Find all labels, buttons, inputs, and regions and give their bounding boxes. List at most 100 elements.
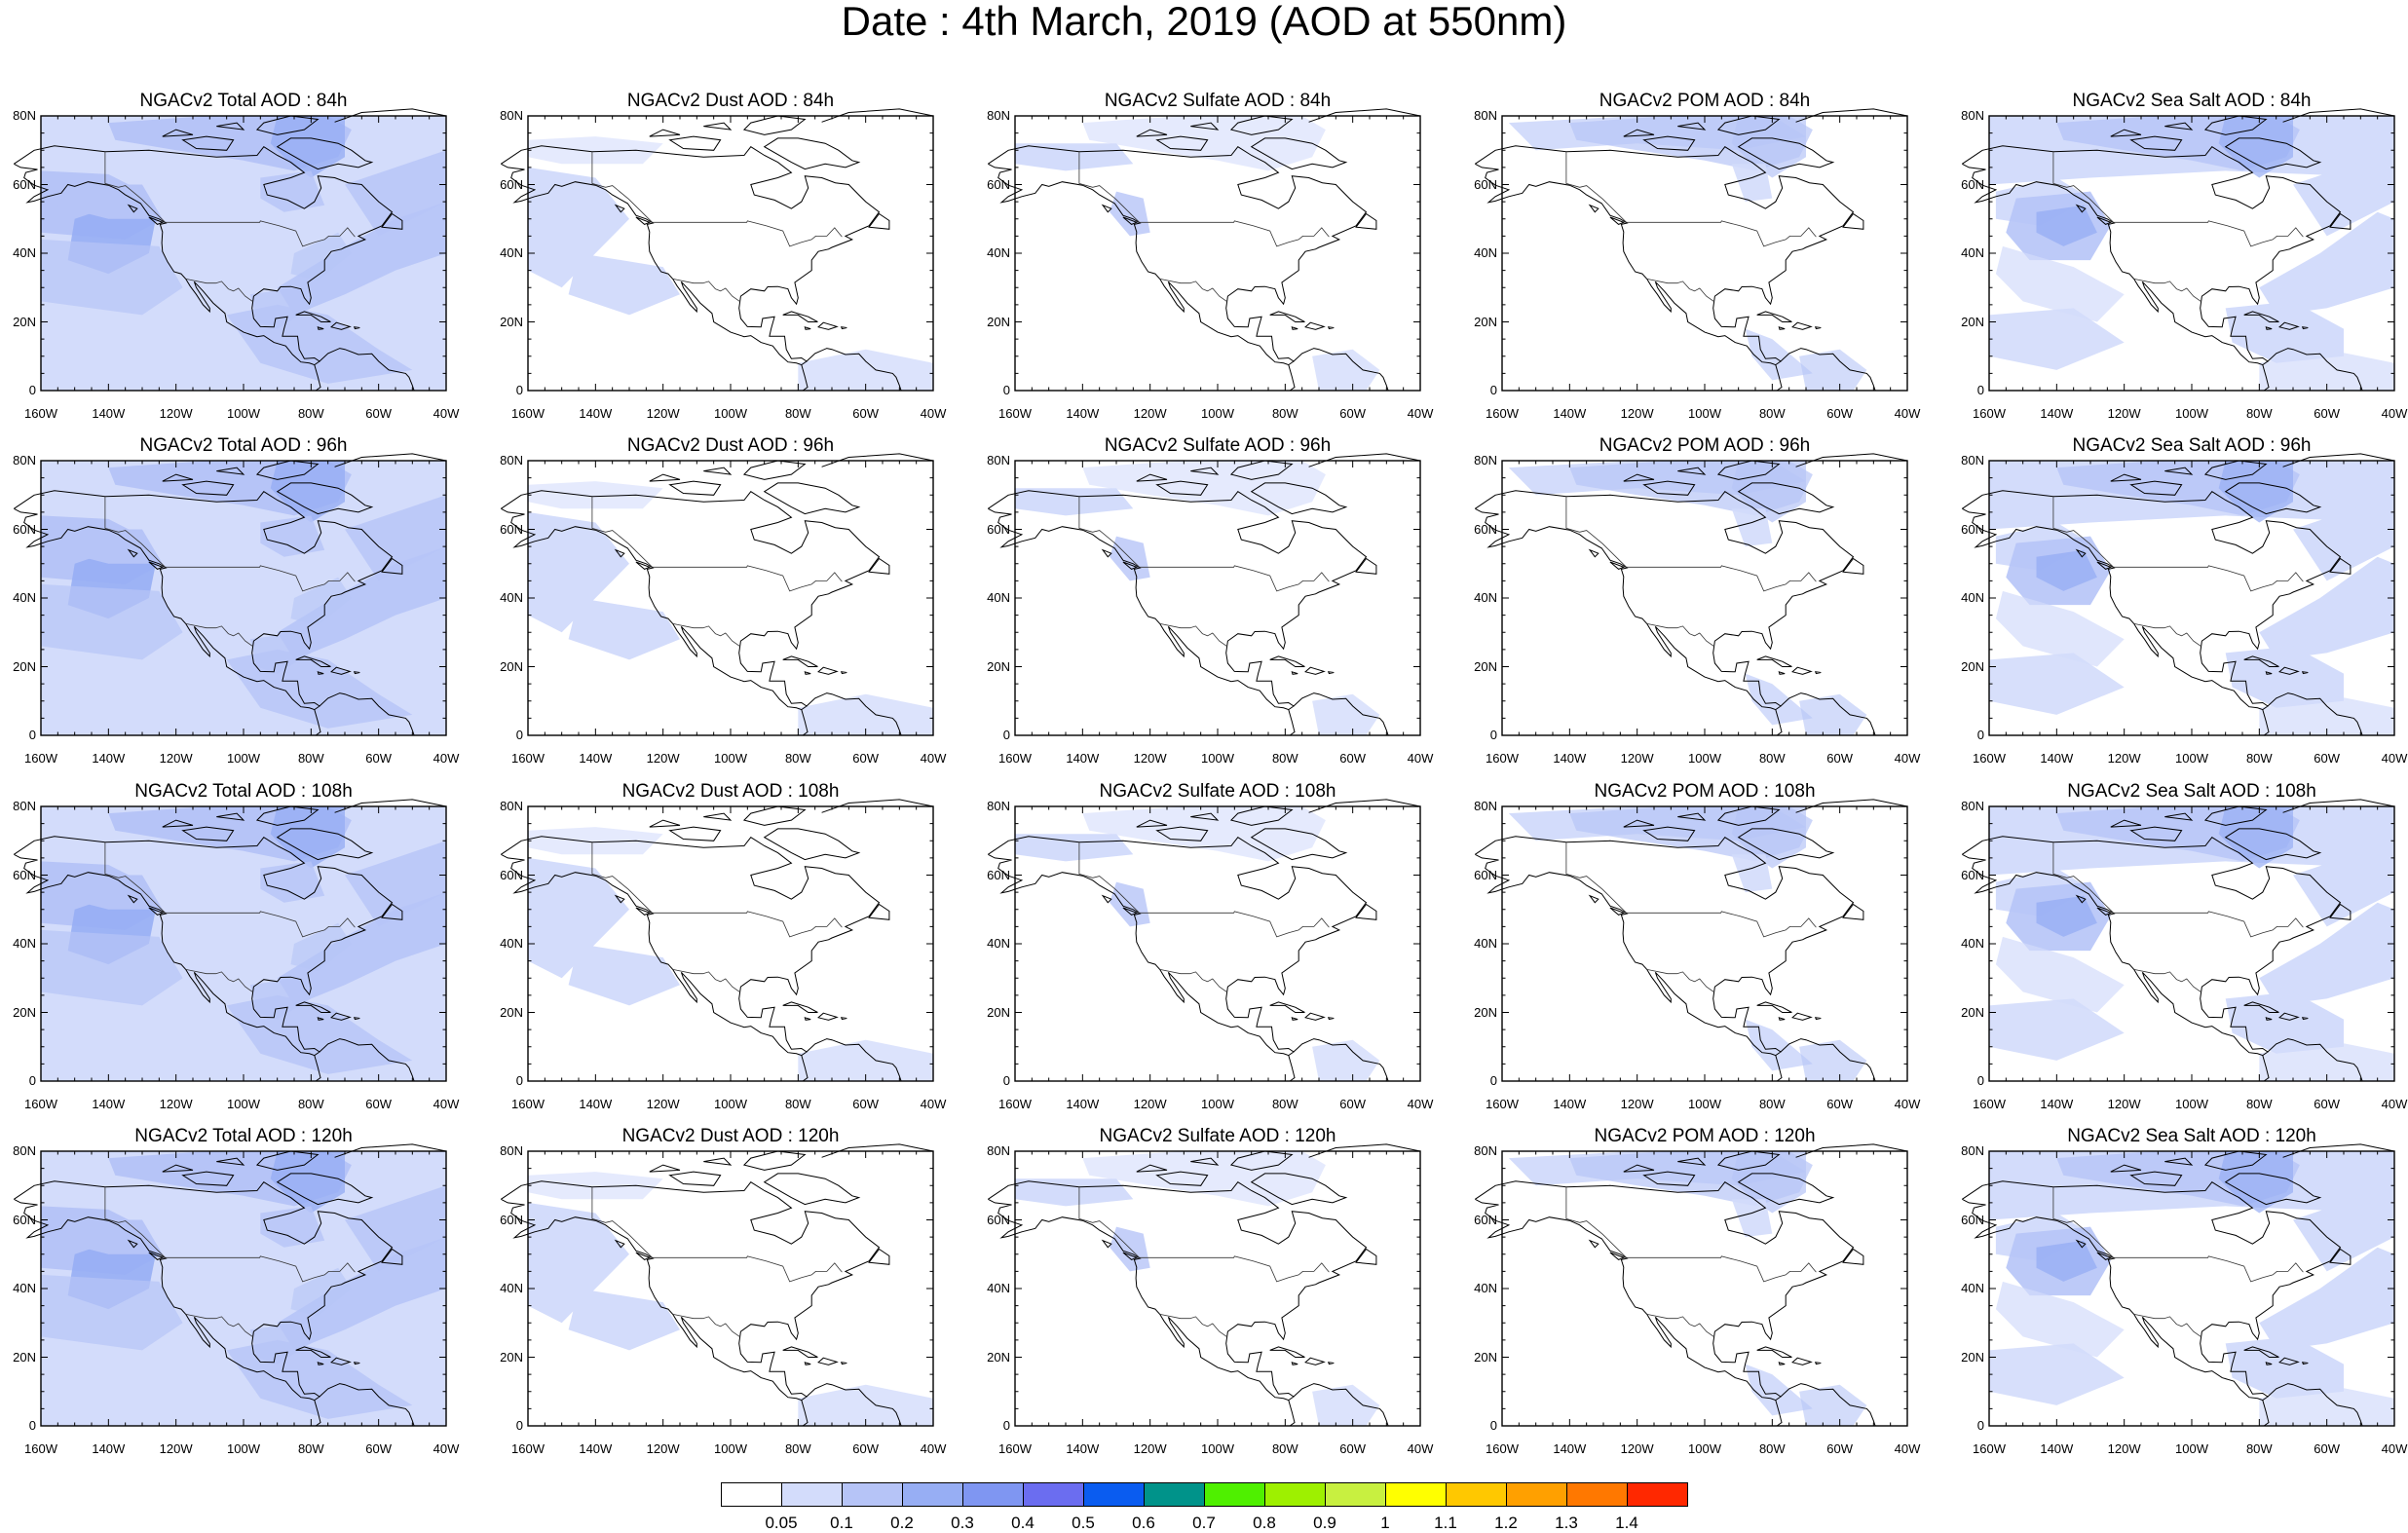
lon-tick-label: 60W [1826,751,1854,766]
lat-tick-label: 20N [987,1004,1010,1020]
aod-shade-region [270,116,345,178]
aod-shade-region [1989,1343,2125,1405]
aod-shade-region [41,170,149,219]
lat-tick-label: 20N [1961,1004,1984,1020]
country-borders [2052,841,2304,993]
border-line [1139,1255,1330,1283]
aod-shade-region [1731,1199,1773,1238]
island-outline [1588,1239,1599,1249]
lon-tick-label: 160W [24,1097,57,1111]
island-outline [2243,655,2279,667]
island-outline [782,311,818,322]
coastlines [1962,1143,2395,1427]
island-outline [2301,326,2309,330]
island-outline [381,212,403,230]
island-outline [216,122,245,131]
coastline [2267,692,2363,736]
aod-shade-region [1745,1019,1813,1071]
island-outline [742,460,807,480]
island-outline [2243,1001,2279,1013]
lat-tick-label: 60N [1474,521,1497,537]
tick-marks [1501,805,1908,1082]
lon-tick-label: 60W [1339,751,1367,766]
coastline [821,1143,934,1158]
coastline [1475,1180,1855,1402]
lon-tick-label: 60W [365,1097,393,1111]
aod-shading [528,827,933,1081]
border-line [591,151,653,223]
lat-tick-label: 60N [13,176,36,192]
map-canvas [1962,799,2395,1082]
lat-tick-label: 80N [500,108,523,123]
island-outline [216,467,245,475]
aod-shade-region [249,632,312,674]
aod-shade-region [2036,1240,2097,1282]
island-outline [2075,204,2087,213]
lat-tick-label: 0 [1489,728,1497,742]
island-outline [2129,480,2183,496]
island-outline [1155,1171,1209,1186]
panel-title: NGACv2 POM AOD : 120h [1594,1126,1816,1146]
colorbar-swatch [1385,1482,1447,1507]
island-outline [742,805,807,826]
coastline [821,799,934,813]
island-outline [1737,828,1835,861]
aod-shade-region [1110,1226,1150,1272]
island-outline [1791,666,1813,675]
lat-tick-label: 0 [1976,1073,1984,1088]
country-borders [591,1186,843,1338]
lat-tick-label: 40N [1961,936,1984,951]
lon-tick-label: 100W [1201,1441,1234,1456]
map-canvas [501,453,934,736]
aod-shade-region [345,841,446,927]
tick-marks [40,460,447,736]
lat-tick-label: 60N [1474,1212,1497,1227]
lon-tick-label: 140W [1066,406,1100,421]
island-outline [295,1001,331,1013]
aod-shade-region [1731,1151,1806,1214]
island-outline [1842,557,1864,575]
island-outline [649,473,681,482]
lon-tick-label: 80W [2245,751,2273,766]
map-canvas [988,799,1421,1082]
coastline [319,1383,415,1427]
border-line [672,1314,740,1338]
aod-shade-region [1312,1384,1380,1426]
island-outline [216,1157,245,1166]
lat-tick-label: 20N [13,658,36,674]
lon-tick-label: 60W [365,751,393,766]
colorbar: 0.05 0.1 0.2 0.3 0.4 0.5 0.6 0.7 0.8 0.9 1 1.1 1.2 1.… [721,1482,1688,1532]
border-line [185,623,253,648]
lat-tick-label: 80N [1474,1143,1497,1158]
lon-tick-label: 60W [2314,406,2341,421]
aod-shading [1508,806,1867,1081]
island-outline [1269,1001,1305,1013]
island-outline [635,216,652,225]
island-outline [703,812,733,821]
lon-tick-label: 160W [511,751,545,766]
country-borders [1565,1186,1817,1338]
island-outline [1791,321,1813,330]
island-outline [1791,1012,1813,1021]
lon-tick-label: 80W [1758,751,1786,766]
island-outline [2110,473,2142,482]
lon-tick-label: 140W [1553,1441,1587,1456]
coastline [1775,364,1783,392]
lat-tick-label: 60N [987,867,1010,882]
aod-shade-region [528,1202,629,1324]
lon-tick-label: 100W [714,1097,747,1111]
colorbar-label: 1.4 [1615,1514,1638,1532]
panel-title: NGACv2 Dust AOD : 96h [626,435,835,456]
island-outline [782,1346,818,1358]
lon-tick-label: 100W [2175,751,2208,766]
coastline [334,108,447,123]
lat-tick-label: 20N [13,1349,36,1365]
lon-tick-label: 60W [1826,1097,1854,1111]
lat-tick-label: 60N [1961,867,1984,882]
island-outline [1642,480,1696,496]
lat-tick-label: 0 [1976,728,1984,742]
aod-shade-region [249,1323,312,1365]
aod-shade-region [2225,646,2344,708]
colorbar-label: 0.1 [830,1514,853,1532]
coastline [988,1180,1368,1402]
